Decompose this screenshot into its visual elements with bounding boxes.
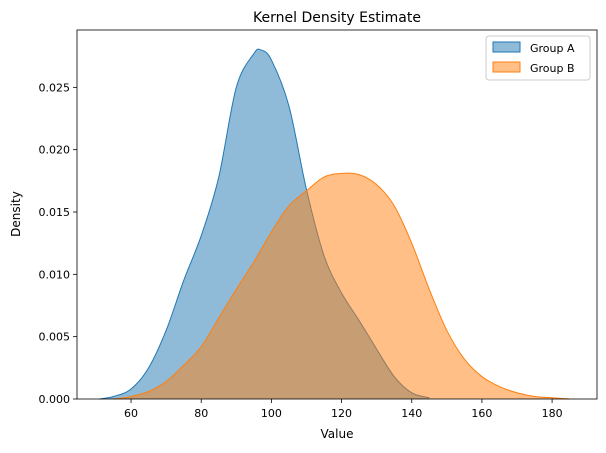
y-tick-label: 0.025 — [39, 81, 71, 94]
y-tick-label: 0.015 — [39, 206, 71, 219]
legend-swatch-group-b — [492, 61, 521, 73]
x-tick-label: 180 — [542, 407, 563, 420]
plot-frame — [76, 29, 598, 400]
x-tick-label: 100 — [261, 407, 282, 420]
legend-swatch-group-a — [492, 41, 521, 53]
line-group-b — [113, 172, 570, 400]
y-tick-label: 0.000 — [39, 393, 71, 406]
legend-label-group-b: Group B — [530, 62, 575, 75]
y-tick-label: 0.020 — [39, 144, 71, 157]
x-tick-label: 160 — [471, 407, 492, 420]
y-tick-label: 0.005 — [39, 331, 71, 344]
x-axis-ticks: 60 80 100 120 140 160 180 — [124, 399, 563, 420]
x-tick-label: 80 — [194, 407, 208, 420]
y-axis-ticks: 0.000 0.005 0.010 0.015 0.020 0.025 — [39, 81, 77, 406]
x-axis-label: Value — [321, 427, 354, 441]
y-tick-label: 0.010 — [39, 268, 71, 281]
legend: Group A Group B — [485, 35, 591, 81]
x-tick-label: 140 — [401, 407, 422, 420]
x-tick-label: 60 — [124, 407, 138, 420]
density-areas — [99, 48, 570, 400]
x-tick-label: 120 — [331, 407, 352, 420]
y-axis-label: Density — [9, 191, 23, 237]
chart-title: Kernel Density Estimate — [253, 10, 421, 26]
legend-label-group-a: Group A — [530, 42, 575, 55]
area-group-b — [113, 173, 570, 399]
